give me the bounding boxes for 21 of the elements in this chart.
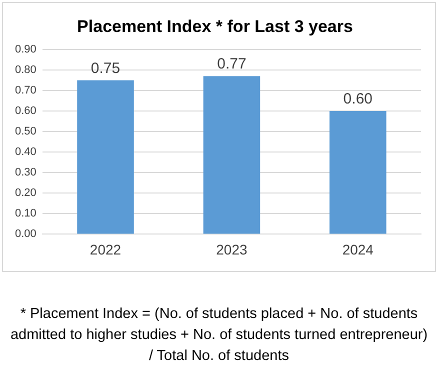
chart-title: Placement Index * for Last 3 years [77,16,353,36]
y-tick-label: 0.40 [14,146,36,158]
y-tick-label: 0.70 [14,84,36,96]
y-tick-label: 0.80 [14,64,36,76]
bar [203,76,260,234]
y-tick-label: 0.90 [14,43,36,56]
x-tick-label: 2023 [216,241,248,258]
data-label: 0.60 [343,90,373,108]
bar [77,80,134,234]
y-tick-label: 0.50 [14,126,36,138]
text: * Placement Index = (No. of students placed + No. of students admitted to higher studies + No. of students turned entrepreneur) / Total No. of students [10,305,428,366]
y-tick-label: 0.10 [14,208,36,220]
y-tick-label: 0.20 [14,187,36,200]
data-label: 0.77 [217,56,246,73]
x-tick-label: 2024 [342,241,374,258]
y-tick-label: 0.60 [14,105,36,118]
data-label: 0.75 [90,60,120,77]
y-tick-label: 0.30 [14,166,36,179]
bar [330,111,386,234]
y-tick-label: 0.00 [14,228,36,240]
x-tick-label: 2022 [90,241,122,258]
